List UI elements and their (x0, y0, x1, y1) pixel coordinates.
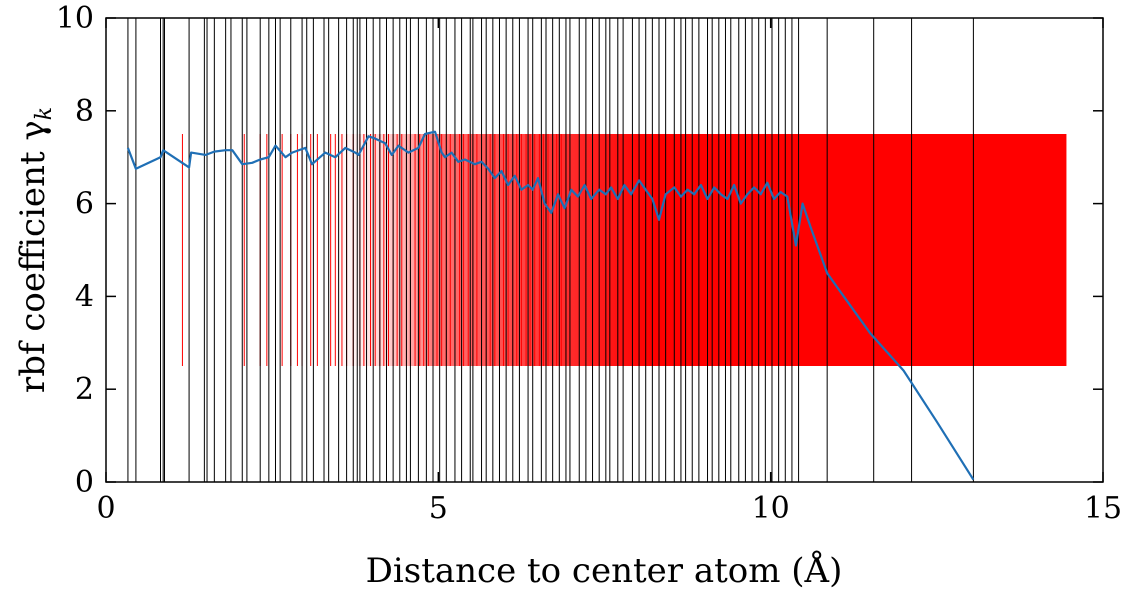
axis-ticks (105, 17, 1104, 483)
axis-tick-labels: 0 5 10 15 0 2 4 6 8 10 (56, 1, 1122, 526)
y-tick-label: 4 (75, 279, 94, 314)
y-tick-label: 10 (56, 1, 94, 36)
y-tick-label: 0 (75, 465, 94, 500)
x-axis-title: Distance to center atom (Å) (366, 550, 843, 591)
series-lines (126, 130, 975, 481)
coefficient-band (181, 134, 1067, 366)
x-tick-label: 15 (1084, 491, 1122, 526)
y-tick-label: 6 (75, 187, 94, 222)
x-tick-label: 5 (429, 491, 448, 526)
neighbor-shell-lines (127, 18, 974, 482)
y-tick-label: 2 (75, 372, 94, 407)
series-line (126, 130, 975, 481)
y-tick-label: 8 (75, 94, 94, 129)
y-axis-title-main: rbf coefficient γ (13, 120, 53, 393)
plot-frame (105, 17, 1104, 483)
y-axis-title-subscript: k (32, 107, 57, 120)
y-axis-title: rbf coefficient γk (13, 107, 57, 393)
x-tick-label: 10 (752, 491, 790, 526)
x-tick-label: 0 (96, 491, 115, 526)
